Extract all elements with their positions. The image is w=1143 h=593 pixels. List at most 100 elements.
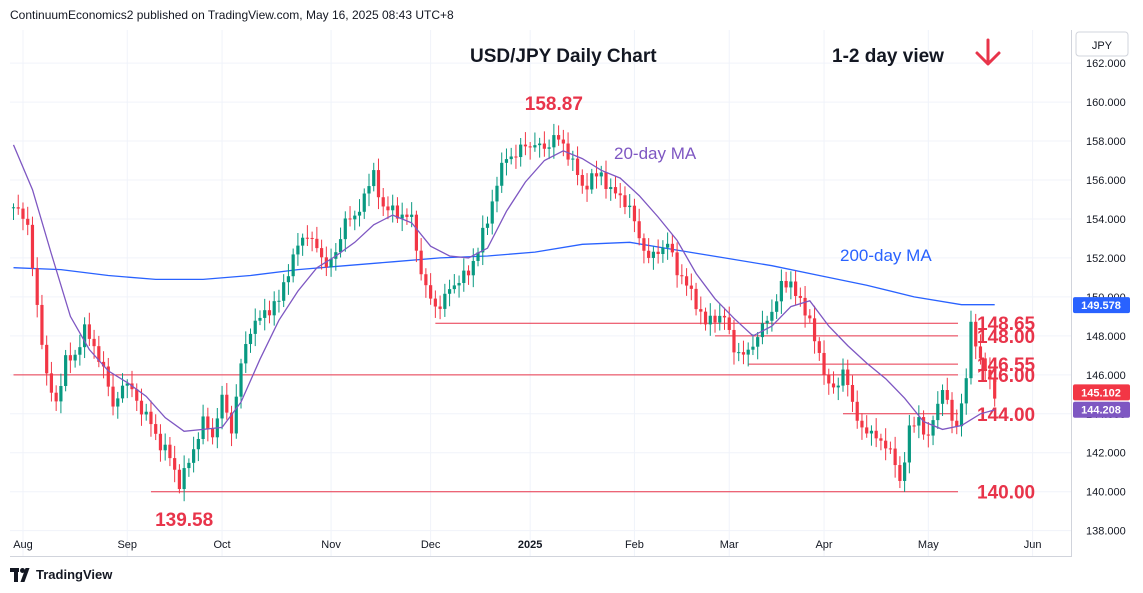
candle-body xyxy=(476,252,480,261)
candle-body xyxy=(794,281,798,296)
candle-body xyxy=(353,215,357,220)
candle-body xyxy=(964,378,968,404)
candle-body xyxy=(410,214,414,217)
candle-body xyxy=(988,369,992,380)
candle-body xyxy=(234,396,238,434)
candle-body xyxy=(381,197,385,207)
candle-body xyxy=(879,438,883,441)
candle-body xyxy=(192,449,196,463)
candle-body xyxy=(903,462,907,481)
y-tick-label: 142.000 xyxy=(1086,448,1126,460)
candle-body xyxy=(808,315,812,319)
candle-body xyxy=(699,309,703,312)
candle-body xyxy=(362,193,366,212)
candle-body xyxy=(703,311,708,325)
candle-body xyxy=(993,379,997,399)
candle-body xyxy=(225,394,229,413)
candle-body xyxy=(637,221,641,239)
candle-body xyxy=(495,185,499,202)
y-tick-label: 138.000 xyxy=(1086,526,1126,538)
candle-body xyxy=(59,385,63,402)
time-axis-border xyxy=(10,556,1071,557)
candle-body xyxy=(452,285,456,290)
candle-body xyxy=(500,162,504,186)
candle-body xyxy=(651,251,655,258)
y-tick-label: 146.000 xyxy=(1086,370,1126,382)
x-tick-label: Nov xyxy=(321,539,341,551)
candle-body xyxy=(149,411,153,425)
price-tag-label: 149.578 xyxy=(1081,300,1121,312)
candle-body xyxy=(585,185,589,190)
candle-body xyxy=(523,144,528,147)
candle-body xyxy=(784,280,788,288)
candle-body xyxy=(542,143,546,149)
candle-body xyxy=(613,187,618,194)
candle-body xyxy=(561,139,565,144)
candle-body xyxy=(599,172,603,177)
level-label: 146.55 xyxy=(977,355,1036,376)
candle-body xyxy=(632,205,637,222)
candle-body xyxy=(855,401,859,421)
price-axis-border xyxy=(1071,30,1072,557)
candle-body xyxy=(538,143,542,146)
candle-body xyxy=(83,324,87,348)
candle-body xyxy=(931,420,935,436)
candle-body xyxy=(154,424,158,434)
candle-body xyxy=(376,170,381,198)
candle-body xyxy=(533,145,537,148)
candle-body xyxy=(139,400,144,415)
ma200-line xyxy=(13,241,995,306)
tradingview-footer: TradingView xyxy=(10,567,112,582)
candle-body xyxy=(68,355,72,361)
candle-body xyxy=(552,135,556,148)
candle-body xyxy=(575,158,580,176)
candle-body xyxy=(419,250,423,275)
candle-body xyxy=(220,394,224,419)
candle-body xyxy=(618,193,622,196)
candle-body xyxy=(315,238,319,249)
candle-body xyxy=(253,320,257,334)
candle-body xyxy=(11,207,16,209)
candle-body xyxy=(656,251,660,255)
candle-body xyxy=(727,317,731,330)
arrow-down-icon xyxy=(975,38,1001,66)
candle-body xyxy=(689,285,693,289)
candle-body xyxy=(144,411,148,415)
candle-body xyxy=(447,289,452,294)
candle-body xyxy=(424,274,428,286)
y-tick-label: 154.000 xyxy=(1086,214,1126,226)
candle-body xyxy=(357,211,362,216)
candlestick-series xyxy=(11,123,997,502)
candle-body xyxy=(945,390,949,400)
price-tag xyxy=(1073,384,1130,401)
candle-body xyxy=(775,301,779,312)
ma20-path xyxy=(12,144,995,432)
candle-body xyxy=(978,346,983,359)
candle-body xyxy=(841,369,845,386)
candle-body xyxy=(926,434,930,436)
candle-body xyxy=(163,444,167,451)
candle-body xyxy=(372,170,376,187)
chart-annotations: USD/JPY Daily Chart 1-2 day view 20-day MA… xyxy=(155,38,1001,531)
candle-body xyxy=(907,425,911,463)
candle-body xyxy=(296,245,300,255)
candle-body xyxy=(519,144,523,158)
candle-body xyxy=(177,469,181,490)
tradingview-logo-icon xyxy=(10,567,32,582)
candle-body xyxy=(248,333,253,345)
y-tick-label: 158.000 xyxy=(1086,136,1126,148)
candle-body xyxy=(338,239,343,253)
candle-body xyxy=(874,430,878,439)
candle-body xyxy=(21,208,25,219)
candle-body xyxy=(969,321,973,379)
candle-body xyxy=(395,205,400,219)
candle-body xyxy=(97,346,101,362)
candle-body xyxy=(210,428,215,438)
candle-body xyxy=(741,352,746,355)
chart-grid xyxy=(10,30,1071,556)
y-tick-label: 148.000 xyxy=(1086,331,1126,343)
candle-body xyxy=(580,175,584,186)
candle-body xyxy=(860,420,864,428)
